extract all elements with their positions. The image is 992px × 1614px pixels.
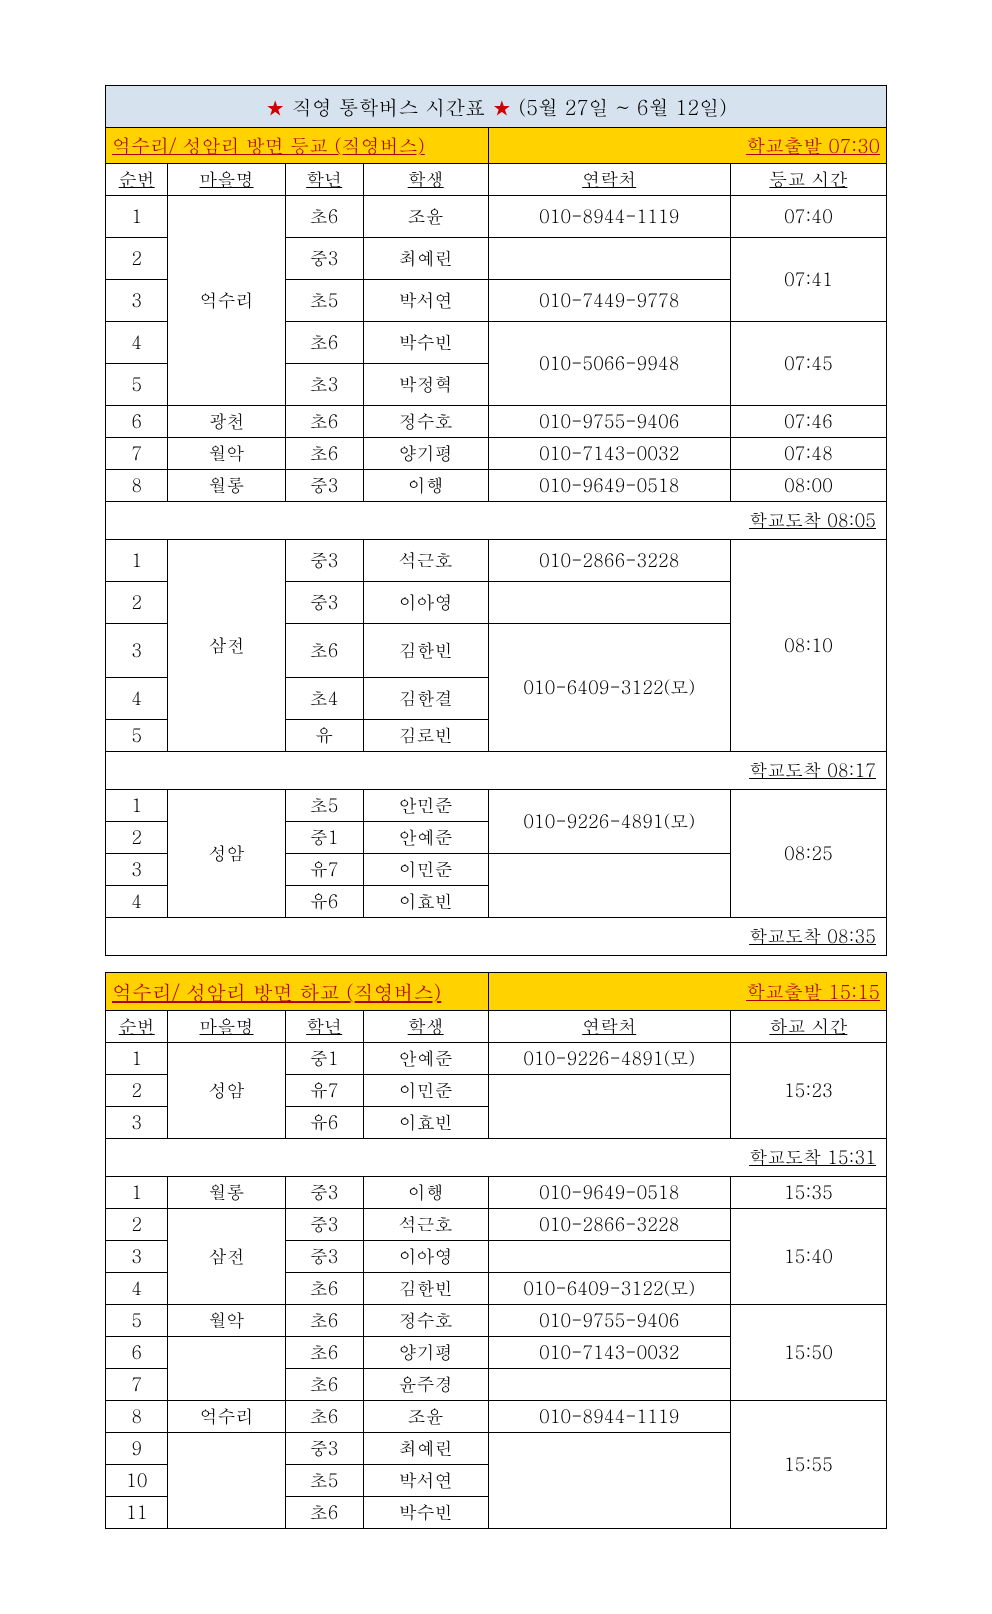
depart-time: 학교출발 15:15 bbox=[488, 973, 886, 1011]
column-headers: 순번 마을명 학년 학생 연락처 등교 시간 bbox=[106, 164, 887, 196]
star-icon: ★ bbox=[492, 92, 512, 121]
table-row: 1 삼전 중3 석근호 010-2866-3228 08:10 bbox=[106, 540, 887, 582]
table-row: 8 억수리 초6 조윤 010-8944-1119 15:55 bbox=[106, 1401, 887, 1433]
table-row: 5 월악 초6 정수호 010-9755-9406 15:50 bbox=[106, 1305, 887, 1337]
table-row: 1 성암 초5 안민준 010-9226-4891(모) 08:25 bbox=[106, 790, 887, 822]
arrival-row: 학교도착 08:05 bbox=[106, 502, 887, 540]
depart-time: 학교출발 07:30 bbox=[488, 128, 886, 164]
table-row: 2 삼전 중3 석근호 010-2866-3228 15:40 bbox=[106, 1209, 887, 1241]
route-label: 억수리/ 성암리 방면 등교 (직영버스) bbox=[106, 128, 489, 164]
col-grade: 학년 bbox=[285, 164, 363, 196]
arrival-row: 학교도착 08:17 bbox=[106, 752, 887, 790]
table-row: 7 월악 초6 양기평 010-7143-0032 07:48 bbox=[106, 438, 887, 470]
table-row: 1 성암 중1 안예준 010-9226-4891(모) 15:23 bbox=[106, 1043, 887, 1075]
timetable-back: 억수리/ 성암리 방면 하교 (직영버스) 학교출발 15:15 순번 마을명 … bbox=[105, 972, 887, 1529]
title-row: ★ 직영 통학버스 시간표 ★ (5월 27일 ~ 6월 12일) bbox=[106, 86, 887, 128]
arrival-row: 학교도착 08:35 bbox=[106, 918, 887, 956]
village-cell: 성암 bbox=[168, 790, 285, 918]
route-label: 억수리/ 성암리 방면 하교 (직영버스) bbox=[106, 973, 489, 1011]
timetable: ★ 직영 통학버스 시간표 ★ (5월 27일 ~ 6월 12일) 억수리/ 성… bbox=[105, 85, 887, 956]
col-contact: 연락처 bbox=[488, 164, 730, 196]
table-row: 1 월롱 중3 이행 010-9649-0518 15:35 bbox=[106, 1177, 887, 1209]
col-time: 등교 시간 bbox=[730, 164, 886, 196]
col-seq: 순번 bbox=[106, 164, 168, 196]
village-cell: 억수리 bbox=[168, 196, 285, 406]
table-row: 6 광천 초6 정수호 010-9755-9406 07:46 bbox=[106, 406, 887, 438]
village-cell: 삼전 bbox=[168, 540, 285, 752]
col-village: 마을명 bbox=[168, 164, 285, 196]
section-go: 억수리/ 성암리 방면 등교 (직영버스) 학교출발 07:30 bbox=[106, 128, 887, 164]
arrival-row: 학교도착 15:31 bbox=[106, 1139, 887, 1177]
col-student: 학생 bbox=[363, 164, 488, 196]
star-icon: ★ bbox=[265, 92, 285, 121]
title-main: 직영 통학버스 시간표 bbox=[285, 92, 492, 121]
section-back: 억수리/ 성암리 방면 하교 (직영버스) 학교출발 15:15 bbox=[106, 973, 887, 1011]
title-dates: (5월 27일 ~ 6월 12일) bbox=[512, 92, 727, 121]
column-headers: 순번 마을명 학년 학생 연락처 하교 시간 bbox=[106, 1011, 887, 1043]
table-row: 8 월롱 중3 이행 010-9649-0518 08:00 bbox=[106, 470, 887, 502]
table-row: 1 억수리 초6 조윤 010-8944-1119 07:40 bbox=[106, 196, 887, 238]
spacer bbox=[105, 956, 887, 972]
